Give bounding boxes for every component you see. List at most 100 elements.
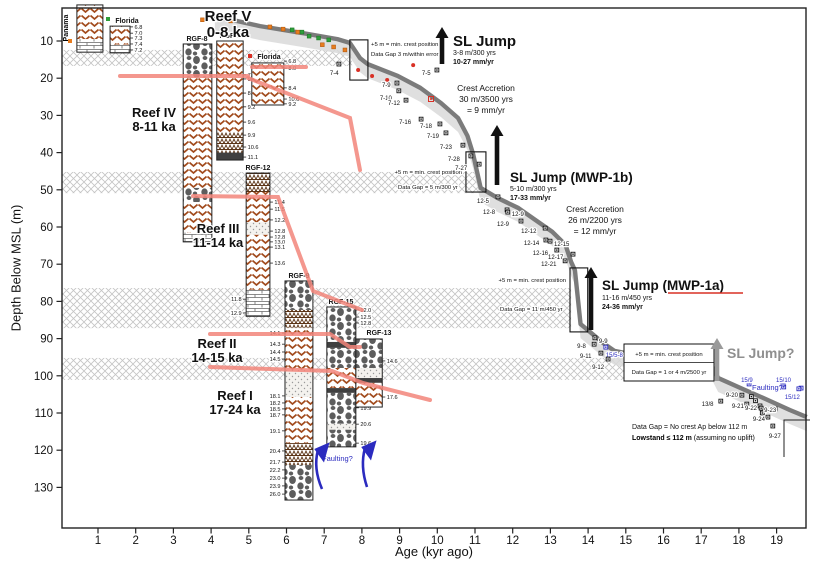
comparison-point [200, 17, 205, 22]
x-tick-label: 17 [695, 535, 708, 547]
red-correlation-line [246, 76, 362, 172]
annotation-lowstand: Data Gap = No crest Ap below 112 m Lowsta… [631, 419, 810, 457]
sample-label: 15/12 [785, 395, 801, 401]
sample-age-tick: 14.6 [387, 359, 398, 365]
y-tick-label: 40 [40, 148, 53, 160]
y-tick-label: 120 [34, 445, 53, 457]
jump1-gap-note: Data Gap 3 m/within error [371, 52, 438, 58]
x-tick-label: 4 [208, 535, 215, 547]
x-tick-label: 11 [469, 535, 481, 547]
comparison-point [289, 27, 295, 33]
jump3-rate: 11-16 m/450 yrs [602, 295, 653, 302]
sample-7-5: 7-5 [421, 67, 440, 78]
sample-label: 12-9 [512, 212, 525, 218]
sample-age-tick: 17.6 [387, 395, 398, 401]
sample-age-tick: 18.5 [270, 407, 281, 413]
core-column-panama: Panama [63, 4, 104, 53]
y-tick-label: 30 [40, 110, 53, 122]
red-correlation-line [191, 194, 364, 312]
sample-marker [772, 406, 778, 412]
sample-marker [748, 394, 754, 399]
x-axis: 1 2 3 4 5 6 7 8 9 10 11 12 13 14 15 16 17 18 19 [95, 528, 783, 547]
sample-9-21: 9-21 [731, 401, 750, 411]
faulting-arrow [314, 442, 330, 490]
sample-age-tick: 6.8 [288, 59, 296, 65]
sample-age-tick: 11.8 [231, 297, 241, 303]
sample-age-tick: 18.1 [270, 394, 281, 400]
sample-label: 9-27 [769, 434, 782, 440]
jump1-title: SL Jump [453, 33, 516, 50]
sl-jump-arrow [435, 27, 449, 64]
y-tick-label: 50 [40, 185, 53, 197]
sample-9-12: 9-12 [591, 356, 611, 372]
sample-12-14: 12-14 [523, 237, 549, 248]
y-tick-label: 70 [40, 259, 53, 271]
sample-age-tick: 9.2 [248, 105, 256, 111]
column-label-rgf-8: RGF-8 [187, 36, 208, 43]
sample-marker [753, 398, 758, 404]
column-label-rgf-13: RGF-13 [367, 330, 392, 337]
sample-12-5: 12-5 [476, 194, 501, 206]
x-tick-label: 6 [283, 535, 289, 547]
sample-9-27: 9-27 [768, 423, 783, 441]
site-marker-panama [68, 39, 72, 43]
sample-age-tick: 12.8 [274, 235, 285, 241]
sample-label: 12-5 [477, 199, 490, 205]
sample-label: 9-12 [592, 365, 605, 371]
sample-label: 7-12 [388, 101, 401, 107]
sample-age-tick: 19.1 [270, 429, 281, 435]
y-tick-label: 10 [40, 36, 53, 48]
sample-age-tick: 14.4 [270, 350, 281, 356]
x-tick-label: 2 [132, 535, 138, 547]
sl-jump-arrow [490, 125, 504, 185]
plot-border [61, 7, 807, 529]
sample-7-19: 7-19 [426, 130, 449, 141]
comparison-point [295, 29, 301, 35]
reef-range: 14-15 ka [191, 350, 243, 365]
sample-label: 9-23 [764, 408, 777, 414]
accretion-point [411, 63, 416, 68]
reef-label-reef-v: Reef V [205, 8, 252, 25]
panama-points [200, 17, 348, 53]
column-label-rgf-7: RGF-7 [220, 33, 241, 40]
sample-label: 7-5 [422, 71, 431, 77]
y-axis: 10 20 30 40 50 60 70 80 90 100 110 120 130 [34, 36, 62, 494]
accretion1-line: Crest Accretion [457, 83, 515, 93]
sample-label: 12-8 [483, 210, 496, 216]
faulting-label: Faulting? [322, 454, 353, 463]
jump3-rate-mm: 24-36 mm/yr [602, 304, 643, 311]
sample-age-tick: 7.2 [135, 48, 143, 54]
sample-label: 9-11 [580, 354, 592, 360]
sample-label: 15/5-8 [606, 353, 624, 359]
reef-range: 8-11 ka [132, 119, 176, 134]
sample-age-tick: 20.4 [270, 449, 281, 455]
sample-7-16: 7-16 [398, 116, 424, 127]
column-label-rgf-9: RGF-9 [289, 273, 310, 280]
sample-12-9: 12-9 [496, 218, 524, 229]
y-tick-label: 130 [34, 482, 53, 494]
sample-12-17: 12-17 [547, 251, 576, 262]
accretion2-line: 26 m/2200 yrs [568, 215, 622, 225]
jump1-crest-note: +5 m = min. crest position [371, 42, 438, 48]
sample-age-tick: 14.5 [270, 357, 281, 363]
faulting-arrow [361, 440, 377, 488]
comparison-point [326, 37, 331, 43]
sample-age-tick: 11.5 [274, 207, 284, 213]
sample-age-tick: 18.2 [270, 401, 281, 407]
sl-jump-arrow [584, 267, 598, 330]
sample-7-23: 7-23 [439, 142, 466, 152]
sample-7-28: 7-28 [447, 153, 474, 164]
reef-core-columns: Panama 6.87.07.37.47.2 Florida RGF-8 7.3 9.9 8… [63, 4, 399, 501]
sample-age-tick: 13.0 [274, 240, 285, 246]
sample-9-11: 9-11 [579, 350, 604, 361]
accretion-point [385, 78, 390, 83]
sample-age-tick: 12.8 [274, 229, 285, 235]
sample-age-tick: 8.0 [288, 66, 296, 72]
sample-label: 7-10 [380, 96, 393, 102]
sample-label: 7-4 [330, 71, 339, 77]
sample-label: 12-16 [533, 251, 549, 257]
